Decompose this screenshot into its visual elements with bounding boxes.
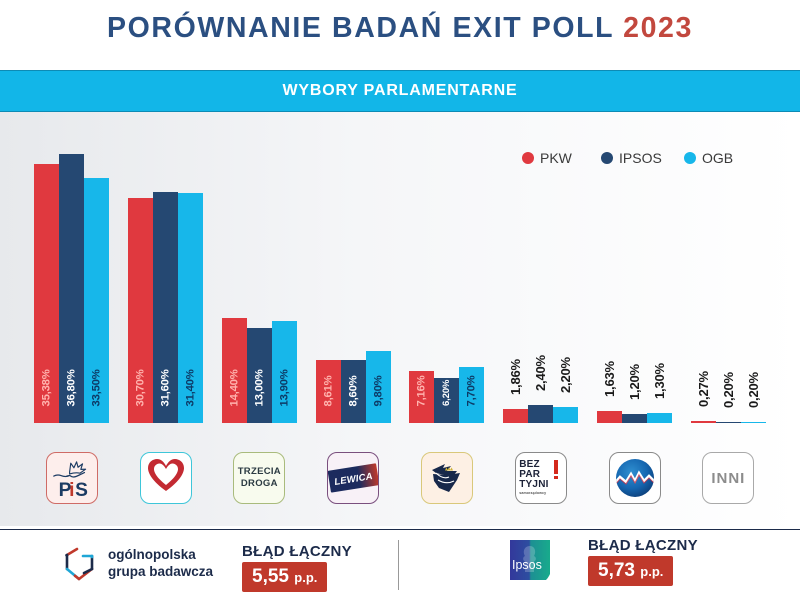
svg-text:i: i: [69, 480, 74, 501]
svg-text:S: S: [75, 480, 88, 501]
svg-text:Ipsos: Ipsos: [512, 558, 542, 572]
